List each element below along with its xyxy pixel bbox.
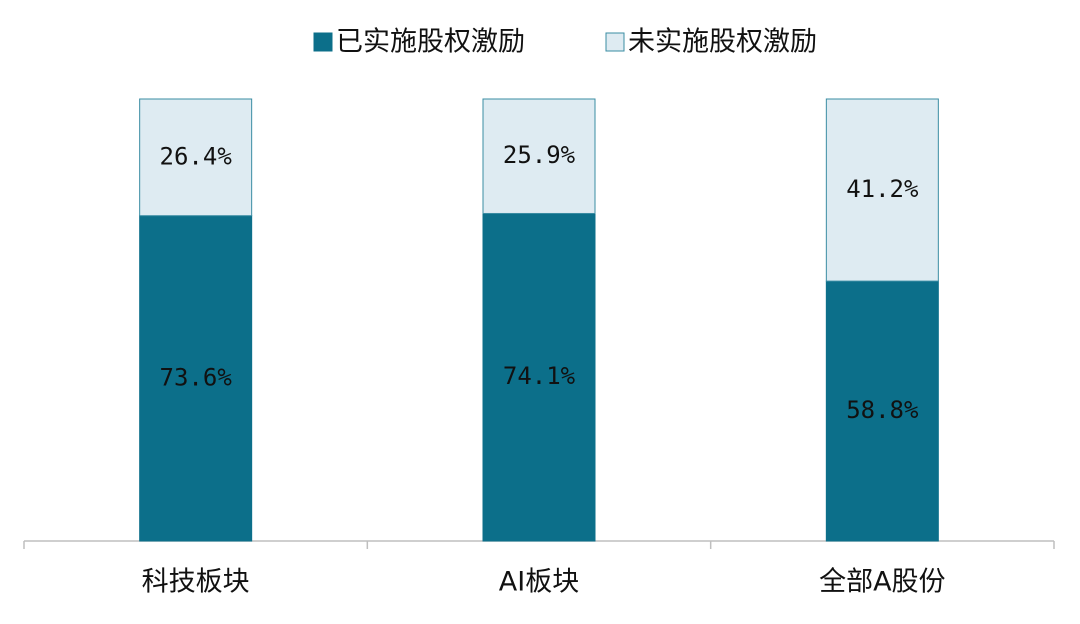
- value-label: 41.2%: [846, 175, 919, 203]
- bar-segment: [482, 98, 596, 214]
- value-label: 26.4%: [160, 142, 233, 170]
- bar-segment: [139, 215, 253, 542]
- value-label: 74.1%: [503, 362, 576, 390]
- legend-swatch: [313, 32, 333, 52]
- x-tick-label: 全部A股份: [819, 567, 945, 598]
- legend-label: 未实施股权激励: [628, 27, 817, 58]
- bar-segment: [139, 98, 253, 217]
- x-tick-label: 科技板块: [142, 567, 250, 598]
- value-label: 25.9%: [503, 141, 576, 169]
- bar-segment: [825, 280, 939, 542]
- legend-swatch: [605, 32, 625, 52]
- legend-label: 已实施股权激励: [336, 27, 525, 58]
- value-label: 73.6%: [160, 363, 233, 391]
- bar-segment: [825, 98, 939, 282]
- value-label: 58.8%: [846, 396, 919, 424]
- x-tick-label: AI板块: [499, 567, 579, 598]
